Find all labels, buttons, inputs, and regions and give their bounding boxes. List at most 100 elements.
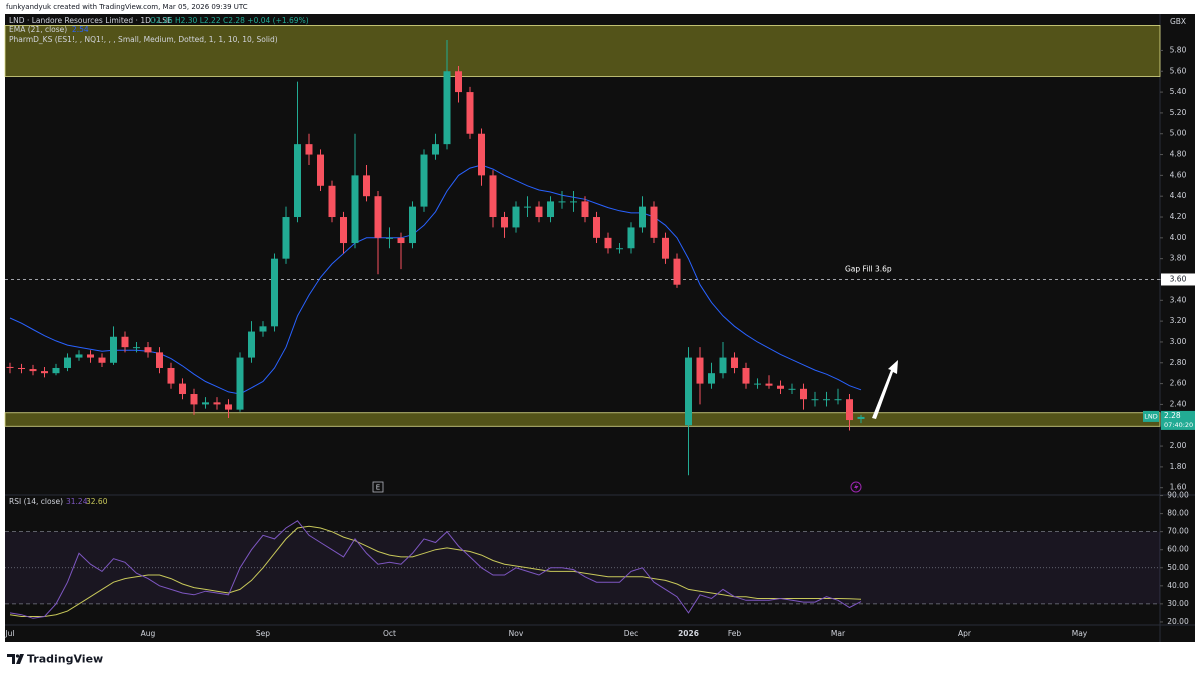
y-tick-label: 3.40 <box>1170 295 1187 304</box>
y-tick-label: 5.80 <box>1170 45 1187 54</box>
last-price-box <box>1161 410 1195 430</box>
candle-body <box>144 347 152 353</box>
y-tick-label: 2.60 <box>1170 379 1187 388</box>
candle-body <box>742 367 750 384</box>
candle-body <box>6 366 14 368</box>
logo-mark <box>7 654 24 664</box>
candle-body <box>581 201 589 218</box>
candle-body <box>558 201 566 203</box>
y-tick-label: 4.20 <box>1170 212 1187 221</box>
candle-body <box>29 369 37 372</box>
y-tick-label: 4.40 <box>1170 191 1187 200</box>
candle-body <box>52 367 60 374</box>
candle-body <box>673 258 681 285</box>
candle-body <box>294 144 301 218</box>
candle-body <box>777 385 784 389</box>
y-tick-label: 3.80 <box>1170 254 1187 263</box>
rsi-legend-value: 32.60 <box>86 497 108 506</box>
hline-label-box <box>1161 273 1195 286</box>
candle-body <box>823 399 830 401</box>
arrow <box>872 360 898 419</box>
candle-body <box>570 201 577 203</box>
rsi-tick-label: 90.00 <box>1167 491 1189 500</box>
candle-body <box>547 201 554 218</box>
marker-icon <box>854 483 859 491</box>
y-tick-label: 3.20 <box>1170 316 1187 325</box>
y-tick-label: 5.40 <box>1170 87 1187 96</box>
last-price-label: 2.28 <box>1164 411 1181 420</box>
candle-body <box>213 402 221 405</box>
candle-body <box>455 71 462 93</box>
candle-body <box>535 206 543 218</box>
candle-body <box>386 237 393 239</box>
ema-legend-value: 2.54 <box>72 25 89 34</box>
candle-body <box>351 175 359 244</box>
x-tick-label: Aug <box>141 629 156 638</box>
candle-body <box>363 175 370 197</box>
indicator-legend: PharmD_KS (ES1!, , NQ1!, , , Small, Medi… <box>9 35 278 44</box>
candle-body <box>696 357 704 384</box>
candle-body <box>75 354 83 358</box>
candle-body <box>397 237 405 244</box>
rsi-line <box>9 525 862 617</box>
candle-body <box>846 399 853 421</box>
x-tick-label: Dec <box>624 629 639 638</box>
candle-body <box>64 357 71 368</box>
candle-body <box>259 326 267 332</box>
candle-body <box>190 394 198 405</box>
candle-body <box>271 258 278 327</box>
arrow-shape <box>872 360 898 419</box>
candle-body <box>466 92 474 134</box>
candle-body <box>604 237 612 249</box>
candle-body <box>685 357 692 426</box>
symbol-legend: LND · Landore Resources Limited · 1D · L… <box>9 16 172 25</box>
marker-circle <box>850 481 862 493</box>
price-zone <box>4 412 1161 427</box>
candle-body <box>524 206 531 208</box>
candle-body <box>627 227 635 249</box>
price-zone <box>4 25 1161 77</box>
event-box <box>372 481 384 493</box>
candle-body <box>489 175 497 218</box>
candle-body <box>639 206 646 228</box>
candle-body <box>340 217 347 244</box>
rsi-tick-label: 30.00 <box>1167 599 1189 608</box>
rsi-tick-label: 80.00 <box>1167 509 1189 518</box>
lightning-marker <box>850 481 862 493</box>
candle-body <box>305 144 313 155</box>
candle-body <box>317 154 324 186</box>
ema-legend: EMA (21, close) <box>9 25 67 34</box>
candle-body <box>800 388 807 400</box>
ema-line <box>9 164 862 395</box>
candle-body <box>788 388 796 390</box>
event-marker: E <box>376 484 380 492</box>
candle-body <box>443 71 451 145</box>
candle-body <box>834 399 842 401</box>
candle-body <box>236 357 244 410</box>
y-tick-label: 3.00 <box>1170 337 1187 346</box>
quote-legend: O2.26 H2.30 L2.22 C2.28 +0.04 (+1.69%) <box>150 16 309 25</box>
candle-body <box>328 185 336 218</box>
currency-label: GBX <box>1170 17 1186 26</box>
y-tick-label: 1.60 <box>1170 483 1187 492</box>
hline-label: 3.60 <box>1170 274 1187 283</box>
candle-body <box>501 217 508 228</box>
annotation: Gap Fill 3.6p <box>845 264 892 273</box>
candle-body <box>87 354 94 358</box>
candle-body <box>650 206 658 238</box>
candle-body <box>156 352 163 368</box>
candle-body <box>754 383 761 385</box>
logo-dot <box>15 654 20 658</box>
candle-body <box>374 196 382 238</box>
rsi-tick-label: 40.00 <box>1167 581 1189 590</box>
y-tick-label: 5.20 <box>1170 108 1187 117</box>
candle-body <box>409 206 416 244</box>
footer-brand: TradingView <box>27 653 103 666</box>
rsi-line <box>9 520 862 619</box>
chart-background <box>5 14 1195 642</box>
x-tick-label: Mar <box>831 629 846 638</box>
y-tick-label: 2.80 <box>1170 358 1187 367</box>
x-tick-label: May <box>1072 629 1088 638</box>
candle-body <box>202 402 209 405</box>
